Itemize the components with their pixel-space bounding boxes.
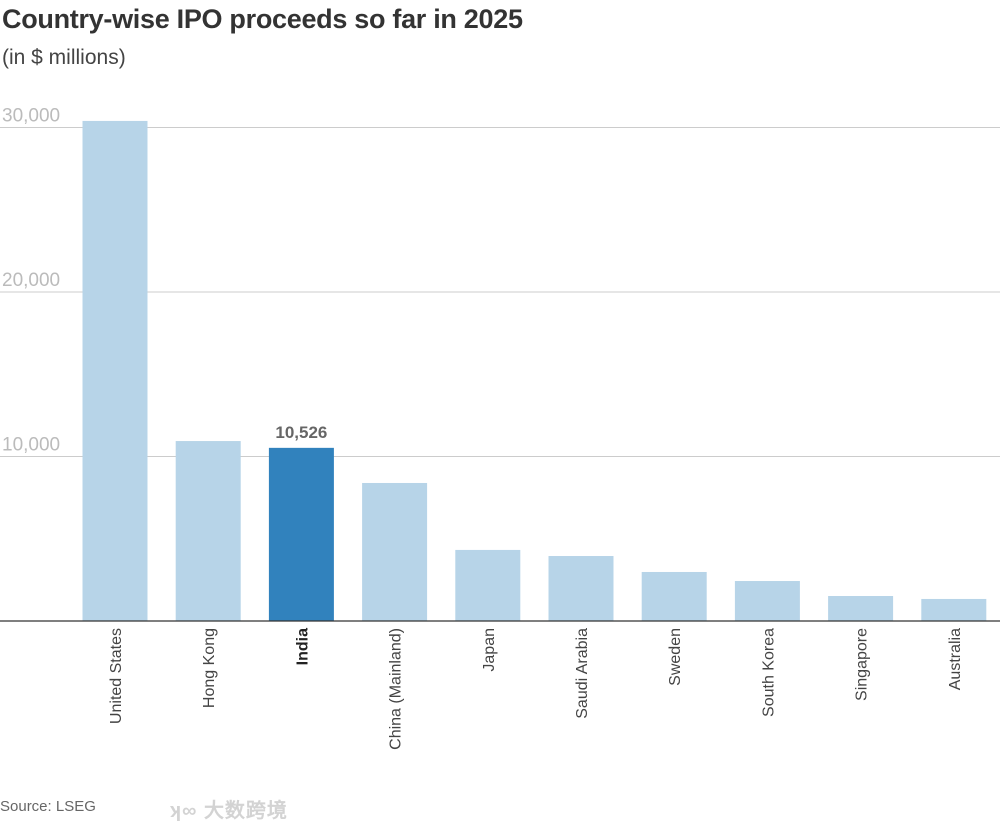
x-tick-label: United States [108,628,125,724]
data-label: 10,526 [275,423,327,442]
x-tick-label: Japan [481,628,498,672]
bar-chart: 10,000 20,000 30,000 United States Hong Kong… [0,106,1000,750]
x-tick-label: Australia [947,628,964,690]
bar-china-mainland- [362,482,428,621]
bar-saudi-arabia [548,556,614,621]
y-tick-label: 30,000 [2,106,60,127]
x-tick-label: Singapore [854,628,871,701]
bar-australia [921,598,987,621]
x-tick-label: Saudi Arabia [574,628,591,719]
x-tick-label: Hong Kong [201,628,218,708]
y-tick-label: 20,000 [2,270,60,291]
bar-south-korea [734,581,800,621]
chart-subtitle: (in $ millions) [2,46,126,69]
watermark-logo: ʞ∞ 大数跨境 [170,800,288,822]
y-tick-label: 10,000 [2,435,60,456]
bar-singapore [828,595,894,621]
chart-title: Country-wise IPO proceeds so far in 2025 [2,4,523,34]
x-tick-label: China (Mainland) [388,628,405,750]
bar-hong-kong [175,441,241,621]
bar-united-states [82,120,148,622]
bar-japan [455,549,521,621]
x-tick-label: Sweden [667,628,684,686]
bar-india [268,447,334,621]
x-tick-label: India [294,628,311,665]
x-tick-label: South Korea [760,628,777,717]
source-note: Source: LSEG [0,798,96,815]
bar-sweden [641,571,707,621]
